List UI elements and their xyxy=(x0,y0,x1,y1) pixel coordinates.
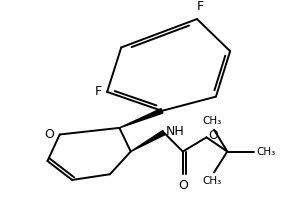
Text: O: O xyxy=(178,179,188,192)
Text: F: F xyxy=(196,0,203,13)
Text: O: O xyxy=(208,129,218,142)
Text: CH₃: CH₃ xyxy=(202,176,222,186)
Text: O: O xyxy=(44,128,54,141)
Text: F: F xyxy=(94,85,101,98)
Polygon shape xyxy=(120,109,163,128)
Text: NH: NH xyxy=(166,125,185,138)
Text: CH₃: CH₃ xyxy=(257,147,276,156)
Polygon shape xyxy=(131,131,165,152)
Text: CH₃: CH₃ xyxy=(202,116,222,126)
